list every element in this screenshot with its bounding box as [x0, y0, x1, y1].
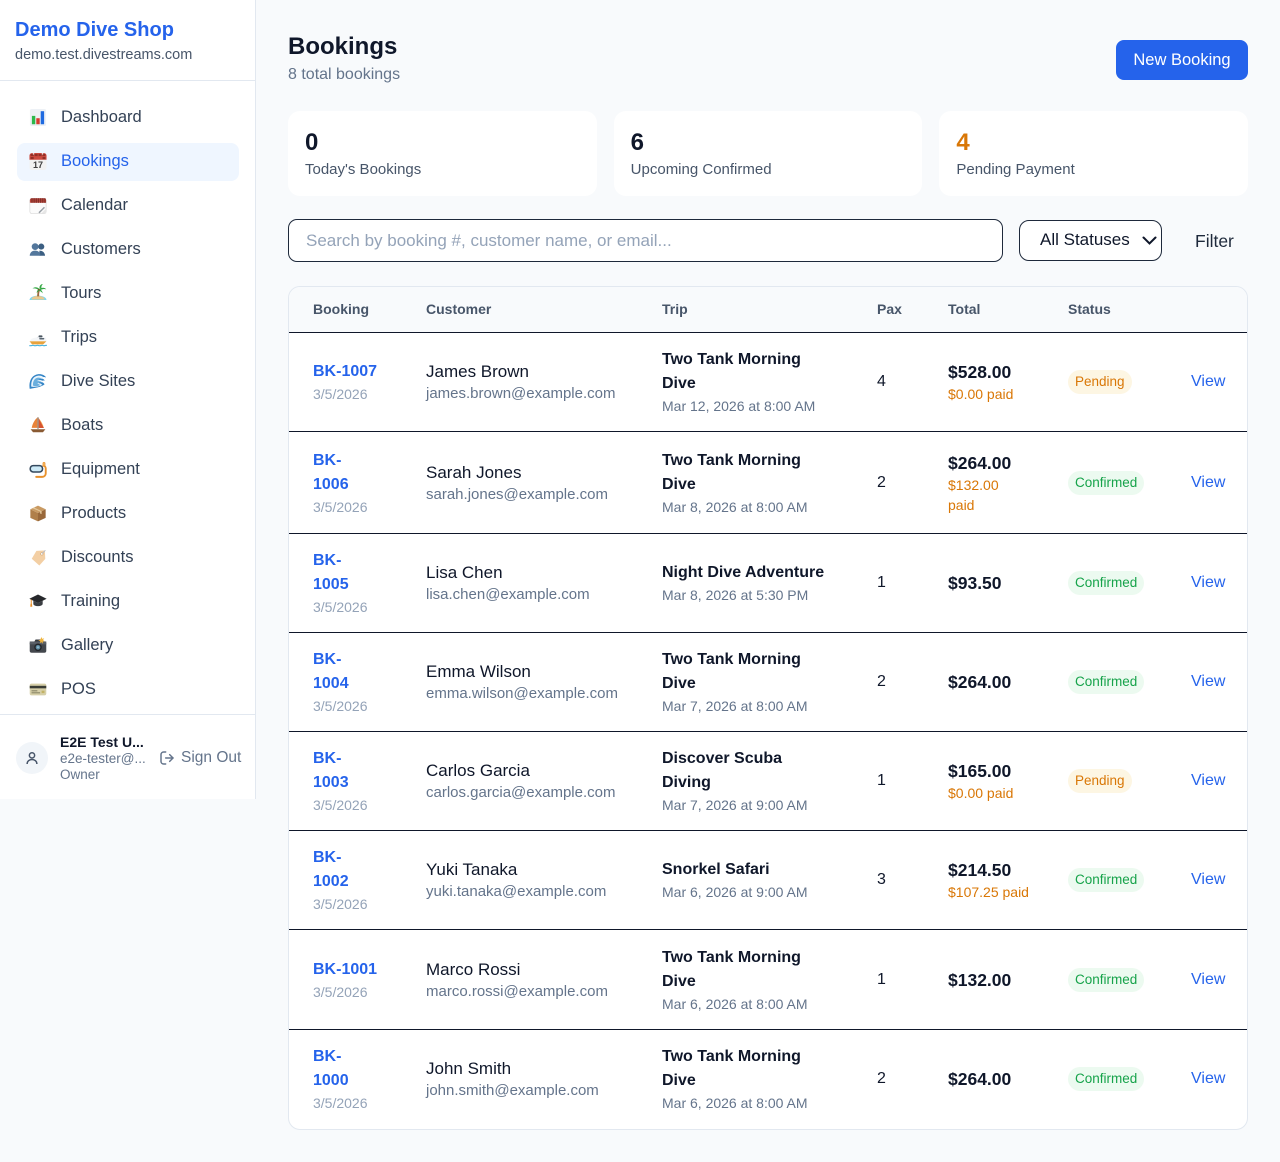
svg-text:17: 17: [33, 160, 43, 170]
